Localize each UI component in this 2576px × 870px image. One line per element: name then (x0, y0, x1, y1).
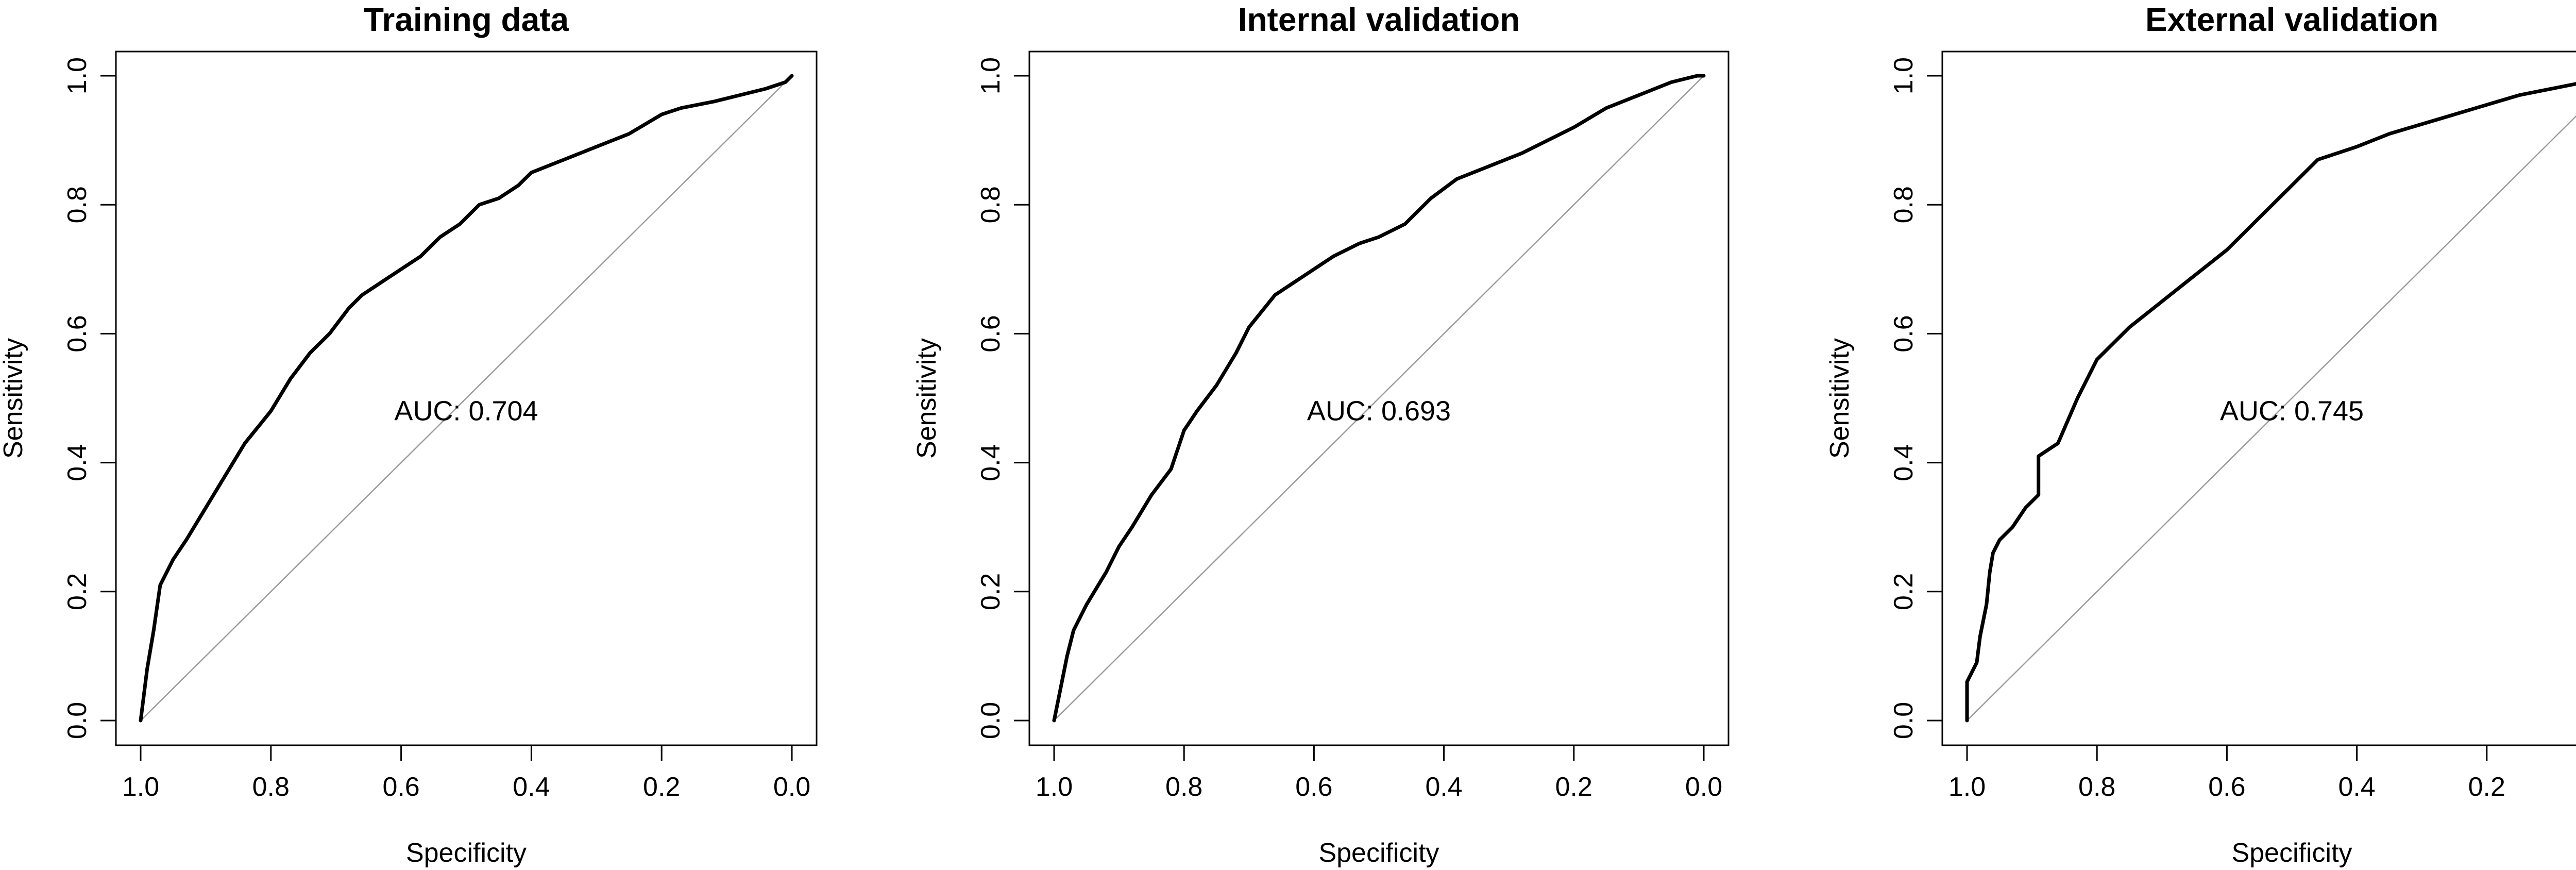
x-tick-label: 0.2 (643, 772, 680, 802)
roc-curve (139, 74, 794, 723)
y-tick-label: 0.0 (1889, 702, 1919, 739)
y-tick-label: 0.2 (976, 573, 1006, 610)
x-tick-label: 0.2 (1555, 772, 1592, 802)
y-tick-label: 0.2 (1889, 573, 1919, 610)
auc-label: AUC: 0.693 (1307, 396, 1451, 427)
y-tick-label: 1.0 (62, 57, 92, 94)
x-tick-label: 0.2 (2468, 772, 2505, 802)
roc-panel-2: Internal validation 1.0 0.8 0.6 0.4 0.2 0.0 0.0… (912, 1, 1730, 868)
y-axis-label: Sensitivity (0, 338, 28, 459)
roc-curve (1965, 82, 2576, 723)
y-tick-label: 0.4 (976, 444, 1006, 481)
x-tick-label: 0.8 (252, 772, 290, 802)
y-tick-label: 0.6 (62, 315, 92, 352)
x-tick-label: 0.4 (1425, 772, 1462, 802)
roc-panel-3: External validation1.00.80.60.40.20.00.0… (1825, 1, 2576, 868)
auc-label: AUC: 0.745 (2220, 396, 2364, 427)
x-tick-label: 0.6 (1295, 772, 1332, 802)
y-tick-label: 0.8 (1889, 186, 1919, 223)
x-tick-label: 0.0 (1685, 772, 1722, 802)
auc-label: AUC: 0.704 (394, 396, 538, 427)
x-axis-label: Specificity (1318, 838, 1439, 868)
chart-title: Internal validation (1238, 1, 1520, 38)
x-tick-label: 0.4 (513, 772, 550, 802)
reference-diagonal (1967, 115, 2576, 721)
chart-title: External validation (2145, 1, 2438, 38)
y-tick-label: 0.6 (976, 315, 1006, 352)
x-tick-label: 0.8 (1165, 772, 1202, 802)
plot-frame (1941, 51, 2576, 746)
x-tick-label: 0.0 (773, 772, 810, 802)
y-tick-label: 0.8 (62, 186, 92, 223)
plot-frame (115, 51, 818, 746)
x-axis-label: Specificity (406, 838, 527, 868)
x-tick-label: 0.8 (2078, 772, 2115, 802)
roc-curve (1052, 74, 1706, 723)
reference-diagonal (1054, 75, 1704, 721)
x-axis-label: Specificity (2231, 838, 2352, 868)
y-tick-label: 1.0 (976, 57, 1006, 94)
y-tick-label: 0.8 (976, 186, 1006, 223)
y-tick-label: 1.0 (1889, 57, 1919, 94)
y-tick-label: 0.2 (62, 573, 92, 610)
y-axis-label: Sensitivity (1825, 338, 1855, 459)
x-tick-label: 1.0 (1948, 772, 1986, 802)
x-tick-label: 0.4 (2338, 772, 2375, 802)
reference-diagonal (140, 75, 792, 721)
y-axis-label: Sensitivity (912, 338, 942, 459)
x-tick-label: 0.6 (382, 772, 419, 802)
y-tick-label: 0.4 (1889, 444, 1919, 481)
plot-frame (1028, 51, 1730, 746)
y-tick-label: 0.4 (62, 444, 92, 481)
x-tick-label: 1.0 (1036, 772, 1073, 802)
roc-panel-1: Training data 1.0 0.8 0.6 0.4 0.2 0.0 0.0 0.2 0.4… (0, 1, 818, 868)
y-tick-label: 0.0 (62, 702, 92, 739)
chart-title: Training data (364, 1, 569, 38)
y-tick-label: 0.6 (1889, 315, 1919, 352)
x-tick-label: 0.6 (2208, 772, 2245, 802)
y-tick-label: 0.0 (976, 702, 1006, 739)
x-tick-label: 1.0 (122, 772, 159, 802)
